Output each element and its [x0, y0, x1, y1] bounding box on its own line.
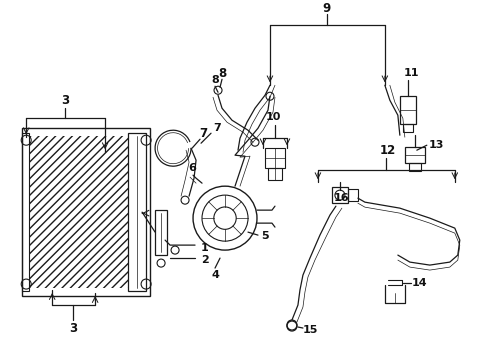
Text: 5: 5 — [261, 231, 268, 241]
Text: 9: 9 — [322, 2, 330, 15]
Bar — [408, 163, 420, 171]
Bar — [404, 147, 424, 163]
Bar — [264, 148, 285, 168]
Bar — [402, 124, 412, 132]
Text: 2: 2 — [201, 255, 208, 265]
Text: 6: 6 — [188, 163, 196, 173]
Bar — [267, 168, 282, 180]
Text: 10: 10 — [265, 112, 280, 122]
Text: 8: 8 — [218, 67, 225, 80]
Bar — [128, 133, 146, 291]
Text: 13: 13 — [428, 140, 444, 150]
Bar — [331, 187, 347, 203]
Bar — [22, 128, 150, 296]
Bar — [399, 96, 415, 124]
Text: 3: 3 — [61, 94, 69, 107]
Text: 16: 16 — [333, 193, 349, 203]
Text: 12: 12 — [379, 144, 395, 157]
Bar — [22, 133, 29, 291]
Text: 11: 11 — [403, 68, 419, 78]
Bar — [347, 189, 357, 201]
Bar — [155, 210, 167, 255]
Text: 1: 1 — [201, 243, 208, 253]
Bar — [30, 136, 128, 288]
Text: 3: 3 — [69, 321, 77, 334]
Text: 14: 14 — [411, 278, 427, 288]
Text: 7: 7 — [213, 123, 221, 133]
Text: 8: 8 — [211, 75, 219, 85]
Text: 4: 4 — [211, 270, 219, 280]
Text: 7: 7 — [199, 127, 207, 140]
Text: 15: 15 — [302, 325, 317, 335]
